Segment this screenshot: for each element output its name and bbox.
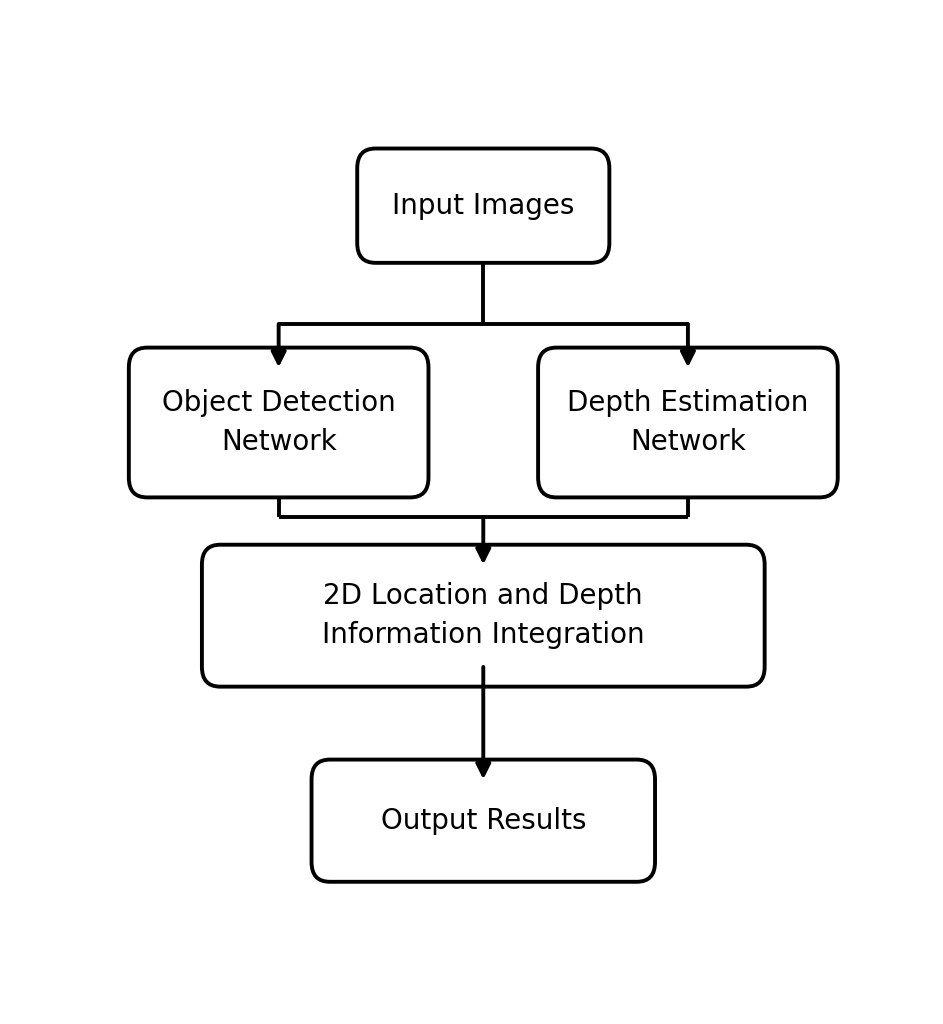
FancyBboxPatch shape xyxy=(202,545,765,687)
FancyBboxPatch shape xyxy=(357,148,609,263)
FancyBboxPatch shape xyxy=(129,347,428,498)
Text: Input Images: Input Images xyxy=(392,191,574,220)
FancyBboxPatch shape xyxy=(538,347,837,498)
Text: Output Results: Output Results xyxy=(381,807,586,835)
FancyBboxPatch shape xyxy=(311,760,655,882)
Text: Depth Estimation
Network: Depth Estimation Network xyxy=(568,389,808,456)
Text: Object Detection
Network: Object Detection Network xyxy=(162,389,395,456)
Text: 2D Location and Depth
Information Integration: 2D Location and Depth Information Integr… xyxy=(322,583,645,649)
